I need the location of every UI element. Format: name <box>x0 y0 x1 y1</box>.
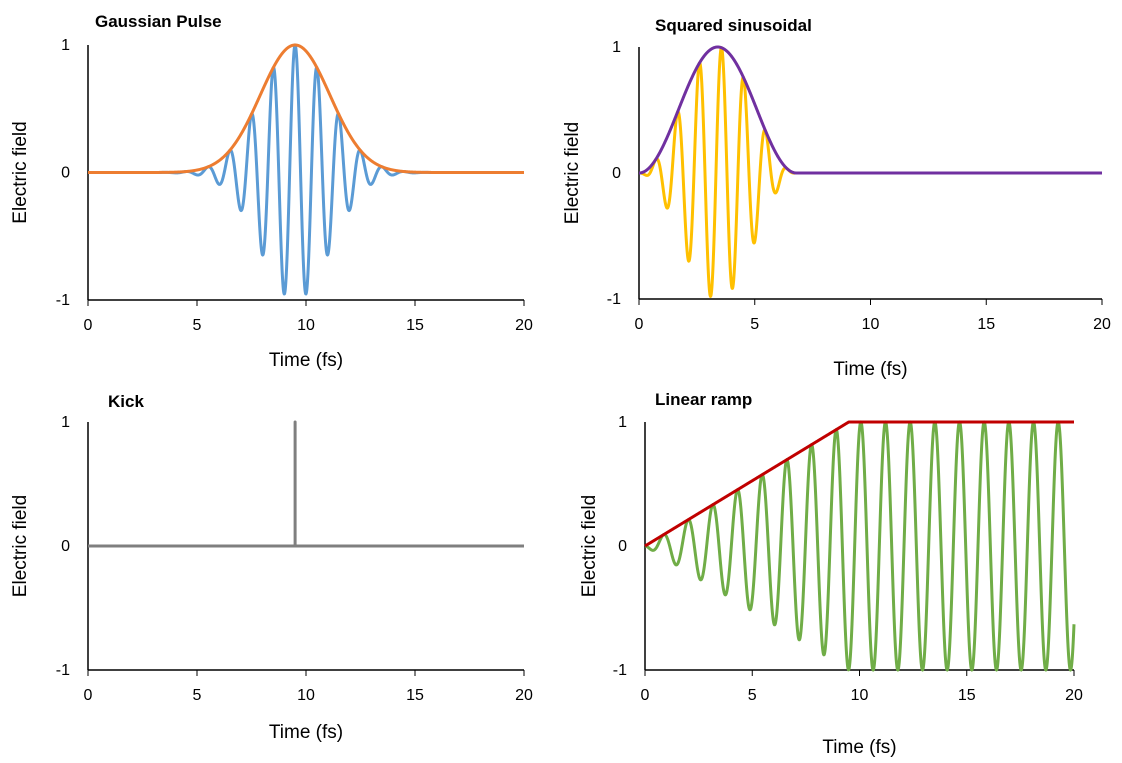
x-tick-label: 10 <box>297 317 315 334</box>
y-tick-label: 0 <box>618 538 627 555</box>
series-line-envelope <box>637 45 1104 175</box>
chart-panel-squared-sinusoidal: Squared sinusoidal 0 5 10 15 20 -1 0 1 Time (fs) E… <box>561 0 1122 380</box>
x-tick-label: 0 <box>641 687 650 704</box>
chart-svg-linear-ramp: Linear ramp 0 5 10 15 20 -1 0 1 Time (fs) Electric… <box>579 390 1083 758</box>
chart-svg-squared-sinusoidal: Squared sinusoidal 0 5 10 15 20 -1 0 1 Time (fs) E… <box>562 16 1111 380</box>
x-tick-label: 20 <box>1093 316 1111 333</box>
y-tick-label: 0 <box>612 165 621 182</box>
y-tick-label: -1 <box>56 662 70 679</box>
x-tick-label: 5 <box>193 317 202 334</box>
x-axis-label: Time (fs) <box>269 350 343 371</box>
chart-svg-gaussian: Gaussian Pulse 0 5 10 15 20 -1 0 1 Time (fs) Elect… <box>10 12 533 371</box>
x-axis-label: Time (fs) <box>269 722 343 743</box>
x-tick-label: 15 <box>958 687 976 704</box>
x-tick-label: 5 <box>750 316 759 333</box>
chart-title: Squared sinusoidal <box>655 16 812 35</box>
x-tick-label: 0 <box>84 317 93 334</box>
x-tick-label: 10 <box>297 687 315 704</box>
x-tick-label: 10 <box>862 316 880 333</box>
x-tick-label: 5 <box>748 687 757 704</box>
x-tick-label: 15 <box>406 687 424 704</box>
y-tick-label: 0 <box>61 538 70 555</box>
chart-title: Kick <box>108 392 144 411</box>
series-line-oscillation <box>643 420 1076 672</box>
y-axis-label: Electric field <box>579 495 600 597</box>
x-tick-label: 15 <box>977 316 995 333</box>
chart-panel-linear-ramp: Linear ramp 0 5 10 15 20 -1 0 1 Time (fs) Electric… <box>561 379 1122 758</box>
y-axis-label: Electric field <box>10 121 31 223</box>
y-tick-label: 1 <box>612 39 621 56</box>
chart-title: Gaussian Pulse <box>95 12 222 31</box>
y-tick-label: 0 <box>61 165 70 182</box>
y-tick-label: 1 <box>61 37 70 54</box>
x-tick-label: 0 <box>84 687 93 704</box>
x-axis-label: Time (fs) <box>822 737 896 758</box>
y-tick-label: -1 <box>613 662 627 679</box>
y-tick-label: -1 <box>607 291 621 308</box>
chart-panel-gaussian: Gaussian Pulse 0 5 10 15 20 -1 0 1 Time (fs) Elect… <box>0 0 561 379</box>
y-tick-label: 1 <box>61 414 70 431</box>
y-axis-label: Electric field <box>10 495 31 597</box>
x-tick-label: 0 <box>635 316 644 333</box>
y-axis-label: Electric field <box>562 122 583 224</box>
y-tick-label: -1 <box>56 292 70 309</box>
y-tick-label: 1 <box>618 414 627 431</box>
x-axis-label: Time (fs) <box>833 359 907 379</box>
x-tick-label: 20 <box>1065 687 1083 704</box>
series-line-envelope <box>86 43 526 174</box>
chart-svg-kick: Kick 0 5 10 15 20 -1 0 1 Time (fs) Electric field <box>10 392 533 743</box>
x-tick-label: 20 <box>515 687 533 704</box>
series-line-envelope <box>643 420 1076 548</box>
x-tick-label: 15 <box>406 317 424 334</box>
x-tick-label: 10 <box>851 687 869 704</box>
series-line-signal <box>88 420 524 548</box>
series-line-oscillation <box>86 43 526 296</box>
chart-title: Linear ramp <box>655 390 752 409</box>
chart-panel-kick: Kick 0 5 10 15 20 -1 0 1 Time (fs) Electric field <box>0 379 561 758</box>
x-tick-label: 5 <box>193 687 202 704</box>
x-tick-label: 20 <box>515 317 533 334</box>
